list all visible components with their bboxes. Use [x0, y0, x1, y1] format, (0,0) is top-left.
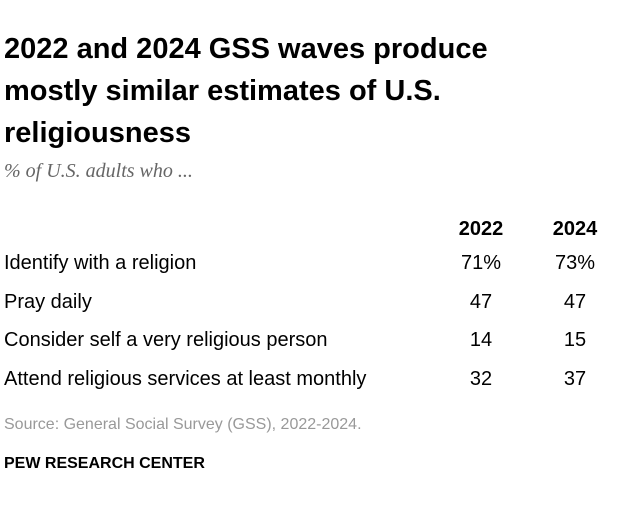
row-label: Pray daily [4, 290, 92, 313]
row-label: Identify with a religion [4, 252, 197, 274]
source: Source: General Social Survey (GSS), 202… [4, 416, 362, 433]
cell-value: 71% [460, 252, 502, 274]
row-label: Consider self a very religious person [4, 329, 328, 351]
column-header: 2024 [552, 218, 598, 240]
title: 2022 and 2024 GSS waves produce mostly s… [4, 33, 488, 149]
cell-value: 47 [563, 290, 587, 313]
cell-value: 37 [563, 367, 587, 390]
cell-value: 32 [469, 367, 493, 390]
cell-value: 73% [554, 252, 596, 274]
credit: PEW RESEARCH CENTER [4, 455, 205, 472]
column-header: 2022 [458, 218, 504, 240]
cell-value: 15 [563, 329, 587, 351]
row-label: Attend religious services at least month… [4, 367, 367, 390]
cell-value: 47 [469, 290, 493, 313]
subtitle: % of U.S. adults who ... [4, 160, 193, 182]
cell-value: 14 [469, 329, 493, 351]
